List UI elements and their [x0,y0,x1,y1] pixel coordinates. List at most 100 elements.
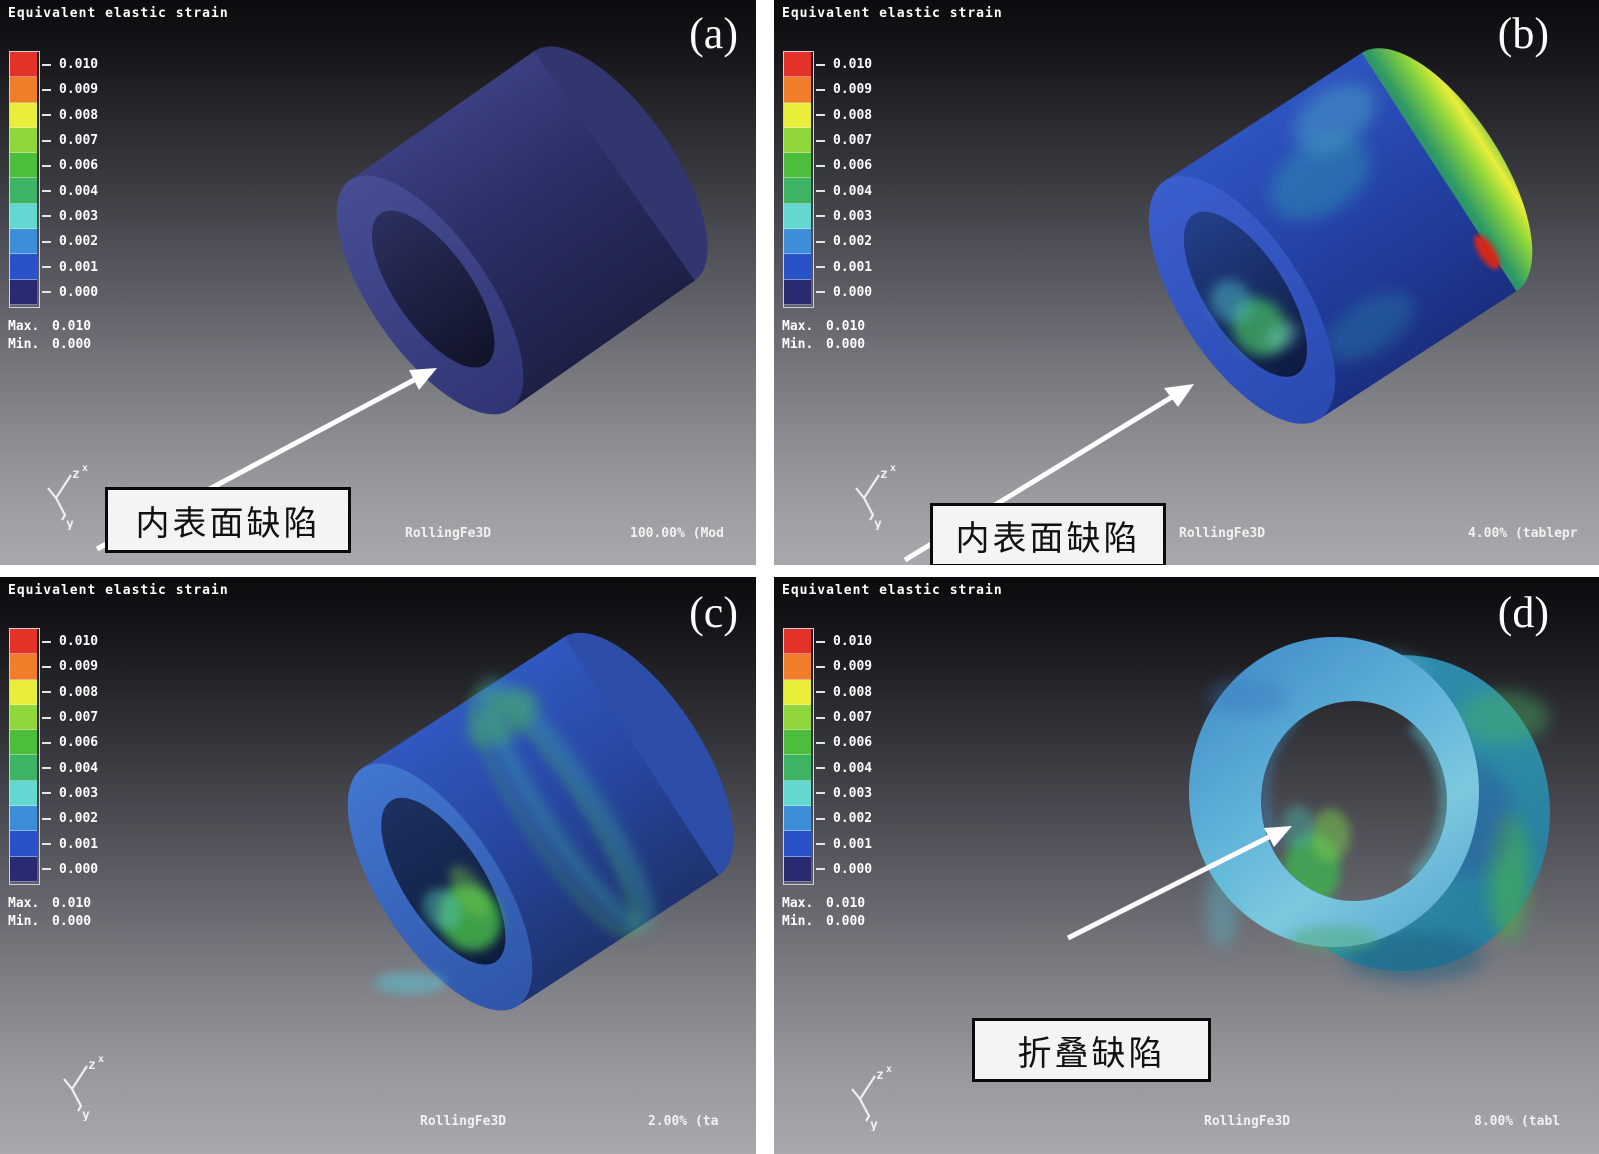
panel-c: Equivalent elastic strain 0.010 0.009 0.… [0,577,756,1154]
max-value: 0.010 [826,896,866,911]
legend-value: 0.000 [833,861,873,877]
max-min-readout: Max. 0.010 Min. 0.000 [782,318,865,354]
legend-swatch [784,203,811,230]
legend-value: 0.008 [59,107,99,123]
axis-triad-icon: z x y [851,1064,892,1131]
legend-swatch [784,629,811,655]
legend-value: 0.004 [833,760,873,776]
legend-row: 0.006 [10,153,98,179]
legend-row: 0.001 [784,254,872,280]
legend-swatch [10,730,37,756]
strain-title: Equivalent elastic strain [8,583,229,598]
legend: 0.010 0.009 0.008 0.007 0.006 0.004 0.00… [10,629,98,882]
legend-row: 0.000 [784,856,873,882]
legend-tick-mark [42,215,51,218]
svg-text:x: x [98,1054,104,1065]
cylinder-a [336,46,708,415]
ring-d [1189,637,1550,982]
legend-value: 0.002 [833,811,873,827]
strain-title: Equivalent elastic strain [782,6,1003,21]
max-min-readout: Max. 0.010 Min. 0.000 [8,895,91,931]
legend-tick-mark [42,843,51,846]
legend-tick-mark [816,691,825,694]
svg-text:z: z [72,467,80,482]
legend-row: 0.010 [10,52,99,78]
legend-value: 0.006 [59,735,99,751]
legend-swatch [784,52,811,78]
legend-tick-mark [816,240,825,243]
panel-a: Equivalent elastic strain 0.010 0.009 0.… [0,0,756,565]
axis-triad-icon: z x y [855,463,896,530]
legend-row: 0.007 [784,127,873,154]
legend-value: 0.000 [833,284,873,300]
legend-row: 0.003 [10,780,98,807]
svg-text:z: z [876,1068,884,1083]
legend-tick-mark [816,817,825,820]
legend-row: 0.001 [784,831,872,857]
legend-tick-mark [42,665,51,668]
legend-tick-mark [42,716,51,719]
legend-value: 0.010 [59,57,99,73]
legend-tick-mark [816,266,825,269]
legend-row: 0.007 [10,704,99,731]
legend-tick-mark [816,843,825,846]
legend-value: 0.001 [59,836,99,852]
legend-tick-mark [42,691,51,694]
svg-text:x: x [886,1064,892,1075]
fea-model-d [1066,637,1550,982]
legend-value: 0.007 [833,133,873,149]
legend-swatch [10,806,37,832]
legend-row: 0.004 [784,755,873,781]
axis-triad-icon: z x y [47,463,88,530]
legend-swatch [10,279,37,305]
defect-label: 折叠缺陷 [972,1018,1211,1082]
legend-value: 0.007 [59,710,99,726]
legend-swatch [784,730,811,756]
legend-tick-mark [816,868,825,871]
legend-value: 0.007 [833,710,873,726]
legend-swatch [10,654,37,680]
rim-glow [374,972,446,994]
svg-text:x: x [890,463,896,474]
legend-row: 0.002 [10,806,99,832]
fea-model-b [903,48,1533,563]
legend-row: 0.002 [784,229,872,255]
legend-swatch [10,704,37,731]
svg-text:z: z [88,1058,96,1073]
min-value: 0.000 [826,914,866,929]
legend-row: 0.010 [784,629,872,655]
legend-tick-mark [816,164,825,167]
max-label: Max. [8,896,40,911]
max-value: 0.010 [52,896,92,911]
legend-value: 0.006 [833,735,873,751]
legend-row: 0.001 [10,831,99,857]
legend-tick-mark [42,640,51,643]
legend-tick-mark [816,665,825,668]
progress-percent: 2.00% (ta [648,1114,719,1129]
legend-row: 0.010 [784,52,872,78]
min-label: Min. [782,337,814,352]
legend-swatch [784,679,811,705]
legend-tick-mark [42,139,51,142]
legend-tick-mark [42,767,51,770]
legend-row: 0.009 [10,77,98,103]
max-min-readout: Max. 0.010 Min. 0.000 [8,318,91,354]
strain-title: Equivalent elastic strain [8,6,229,21]
panel-letter: (b) [1497,9,1549,58]
legend-value: 0.000 [59,284,99,300]
legend-row: 0.000 [10,856,98,882]
legend-swatch [10,629,37,655]
legend-value: 0.001 [59,259,99,275]
legend-tick-mark [42,741,51,744]
legend-value: 0.008 [833,107,873,123]
cylinder-b [1148,48,1533,424]
legend-swatch [784,229,811,255]
legend-value: 0.008 [833,684,873,700]
legend-swatch [784,654,811,680]
legend-swatch [784,102,811,128]
legend-value: 0.002 [59,811,99,827]
legend-row: 0.000 [784,279,873,305]
legend-swatch [784,254,811,280]
legend-value: 0.008 [59,684,99,700]
svg-text:y: y [66,517,74,530]
